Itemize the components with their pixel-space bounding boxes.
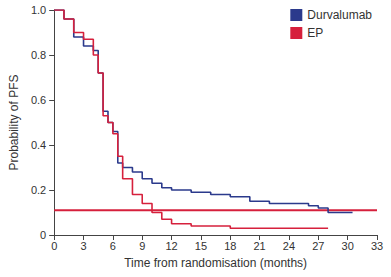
svg-text:0.6: 0.6 bbox=[31, 94, 46, 106]
svg-text:EP: EP bbox=[307, 26, 323, 40]
svg-text:24: 24 bbox=[283, 240, 295, 252]
svg-text:9: 9 bbox=[139, 240, 145, 252]
svg-text:0.8: 0.8 bbox=[31, 49, 46, 61]
svg-text:15: 15 bbox=[195, 240, 207, 252]
svg-text:27: 27 bbox=[312, 240, 324, 252]
svg-text:30: 30 bbox=[342, 240, 354, 252]
svg-text:33: 33 bbox=[371, 240, 383, 252]
svg-text:0: 0 bbox=[51, 240, 57, 252]
svg-text:0.4: 0.4 bbox=[31, 139, 46, 151]
svg-text:0: 0 bbox=[40, 229, 46, 241]
svg-text:Time from randomisation (month: Time from randomisation (months) bbox=[124, 256, 307, 270]
svg-text:3: 3 bbox=[80, 240, 86, 252]
svg-text:Probability of PFS: Probability of PFS bbox=[7, 74, 21, 170]
svg-text:6: 6 bbox=[110, 240, 116, 252]
svg-text:12: 12 bbox=[165, 240, 177, 252]
svg-text:18: 18 bbox=[224, 240, 236, 252]
svg-text:21: 21 bbox=[253, 240, 265, 252]
svg-text:1.0: 1.0 bbox=[31, 4, 46, 16]
svg-text:Durvalumab: Durvalumab bbox=[307, 8, 372, 22]
svg-text:0.2: 0.2 bbox=[31, 184, 46, 196]
